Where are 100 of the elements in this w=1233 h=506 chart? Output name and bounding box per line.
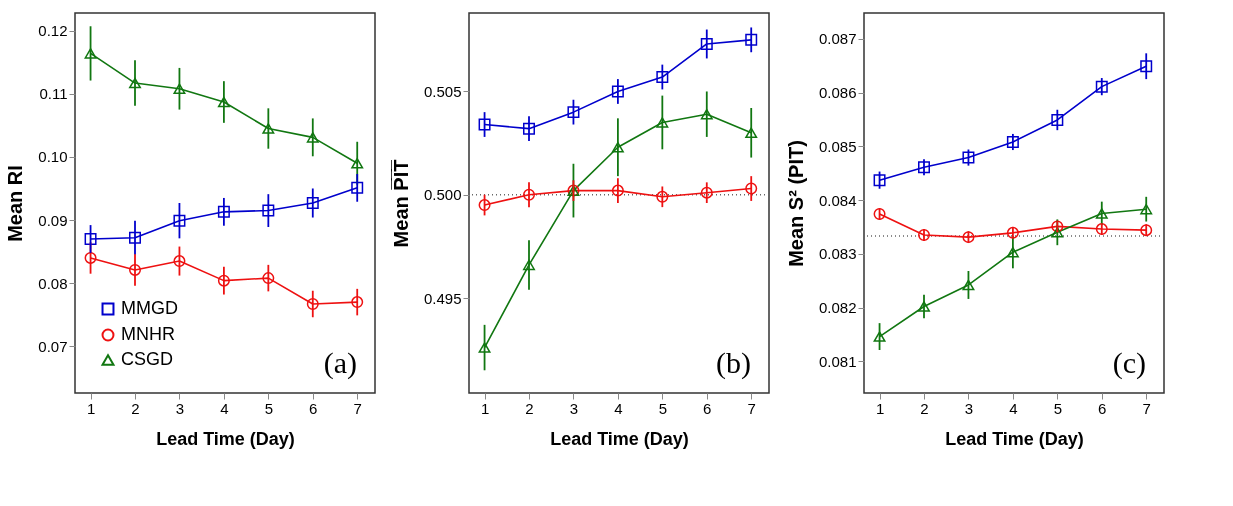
x-tick-label: 3 xyxy=(964,399,974,417)
x-tick-label: 2 xyxy=(525,399,534,417)
x-tick-label: 1 xyxy=(86,399,96,417)
point xyxy=(873,174,886,187)
x-axis-title: Lead Time (Day) xyxy=(156,428,295,449)
point xyxy=(523,259,535,271)
point xyxy=(351,181,364,194)
point xyxy=(478,342,491,353)
point xyxy=(262,272,275,285)
y-tick-label: 0.081 xyxy=(818,352,857,370)
legend-label: MMGD xyxy=(121,298,178,318)
point xyxy=(84,232,97,245)
y-tick-label: 0.505 xyxy=(423,82,462,100)
x-tick-label: 6 xyxy=(309,399,318,417)
point xyxy=(656,71,669,84)
point xyxy=(351,296,364,309)
y-tick-label: 0.082 xyxy=(818,299,857,317)
x-tick-label: 2 xyxy=(920,399,929,417)
y-axis-title: Mean RI xyxy=(4,165,27,242)
point xyxy=(306,298,319,310)
point xyxy=(173,214,186,227)
y-tick-label: 0.087 xyxy=(818,30,857,48)
annotation: (c) xyxy=(1112,346,1146,380)
x-tick-label: 1 xyxy=(875,399,885,417)
x-tick-label: 7 xyxy=(353,399,362,417)
point xyxy=(873,208,886,220)
point xyxy=(306,132,319,143)
point xyxy=(217,274,230,287)
x-tick-label: 4 xyxy=(220,399,229,417)
point xyxy=(173,83,186,95)
point xyxy=(262,123,275,134)
point xyxy=(656,190,669,203)
point xyxy=(918,161,930,174)
point xyxy=(745,182,758,195)
y-tick-label: 0.12 xyxy=(38,22,68,40)
x-tick-label: 3 xyxy=(569,399,579,417)
point xyxy=(1006,246,1019,258)
point xyxy=(700,108,713,120)
point xyxy=(962,151,975,164)
y-tick-label: 0.495 xyxy=(423,289,462,307)
point xyxy=(217,205,230,218)
point xyxy=(129,77,141,89)
x-tick-label: 4 xyxy=(1009,399,1018,417)
y-tick-label: 0.07 xyxy=(38,337,68,355)
point xyxy=(306,197,319,209)
x-tick-label: 5 xyxy=(1053,399,1063,417)
point xyxy=(656,117,669,128)
point xyxy=(918,301,930,312)
y-tick-label: 0.09 xyxy=(38,211,68,229)
x-tick-label: 5 xyxy=(658,399,668,417)
y-tick-label: 0.085 xyxy=(818,137,857,155)
point xyxy=(611,184,624,197)
annotation: (b) xyxy=(716,346,751,380)
y-tick-label: 0.083 xyxy=(818,245,857,263)
point xyxy=(918,229,930,241)
point xyxy=(217,96,230,108)
point xyxy=(745,127,758,139)
point xyxy=(1140,60,1153,73)
point xyxy=(1095,223,1108,236)
point xyxy=(129,231,141,244)
point xyxy=(611,141,624,153)
point xyxy=(611,85,624,98)
point xyxy=(523,122,535,135)
point xyxy=(873,331,886,342)
y-tick-label: 0.08 xyxy=(38,274,68,292)
x-tick-label: 3 xyxy=(175,399,185,417)
y-axis-title: Mean S² (PIT) xyxy=(784,140,807,267)
point xyxy=(351,157,364,169)
point xyxy=(567,106,580,119)
point xyxy=(1140,203,1153,215)
y-tick-label: 0.11 xyxy=(39,85,68,103)
x-tick-label: 1 xyxy=(480,399,490,417)
y-tick-label: 0.084 xyxy=(818,191,857,209)
y-tick-label: 0.10 xyxy=(38,148,68,166)
x-tick-label: 6 xyxy=(703,399,712,417)
x-tick-label: 4 xyxy=(614,399,623,417)
point xyxy=(700,186,713,199)
point xyxy=(84,48,97,59)
x-tick-label: 2 xyxy=(131,399,140,417)
point xyxy=(1140,224,1153,237)
point xyxy=(129,263,141,276)
annotation: (a) xyxy=(323,346,357,380)
x-tick-label: 6 xyxy=(1098,399,1107,417)
point xyxy=(1006,136,1019,148)
point xyxy=(478,199,491,212)
point xyxy=(1006,226,1019,239)
point xyxy=(478,118,491,131)
x-axis-title: Lead Time (Day) xyxy=(550,428,689,449)
point xyxy=(262,204,275,217)
legend-label: MNHR xyxy=(121,324,175,344)
x-tick-label: 5 xyxy=(264,399,274,417)
x-tick-label: 7 xyxy=(747,399,756,417)
point xyxy=(700,37,713,50)
point xyxy=(84,251,97,264)
y-tick-label: 0.500 xyxy=(423,186,462,204)
point xyxy=(962,231,975,244)
legend-label: CSGD xyxy=(121,349,174,369)
x-axis-title: Lead Time (Day) xyxy=(945,428,1084,449)
y-axis-title: Mean P̅I̅T̅ xyxy=(389,159,412,248)
y-tick-label: 0.086 xyxy=(818,84,857,102)
